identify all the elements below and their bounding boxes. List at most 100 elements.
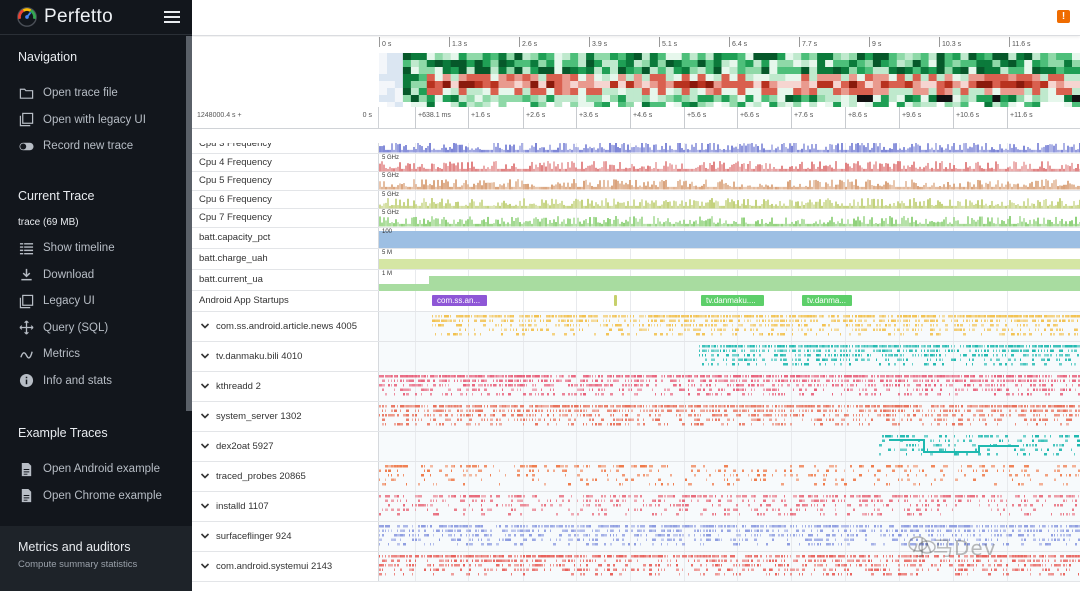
process-track[interactable]: surfaceflinger 924: [192, 521, 1080, 552]
counter-track[interactable]: Cpu 5 Frequency 5 GHz: [192, 172, 1080, 191]
chevron-down-icon[interactable]: [199, 470, 211, 482]
track-content[interactable]: 100: [379, 227, 1080, 248]
track-label[interactable]: batt.charge_uah: [192, 248, 379, 269]
chevron-down-icon[interactable]: [199, 530, 211, 542]
grid-line: [630, 431, 631, 461]
metrics-and-auditors-section[interactable]: Metrics and auditors Compute summary sta…: [0, 526, 192, 591]
time-axis[interactable]: 1248000.4 s + 0 s +638.1 ms +1.6 s +2.6 s +…: [192, 107, 1080, 129]
process-track[interactable]: system_server 1302: [192, 401, 1080, 432]
sidebar-item-open-chrome-example[interactable]: Open Chrome example: [0, 483, 186, 510]
track-content[interactable]: 5 GHz: [379, 153, 1080, 171]
track-label[interactable]: dex2oat 5927: [192, 431, 379, 461]
track-label[interactable]: Cpu 6 Frequency: [192, 190, 379, 208]
overview-timeline[interactable]: 0 s 1.3 s 2.6 s 3.9 s 5.1 s 6.4 s 7.7 s 9 s 10.3…: [192, 37, 1080, 109]
process-track[interactable]: tv.danmaku.bili 4010: [192, 341, 1080, 372]
sidebar-item-record-trace[interactable]: Record new trace: [0, 133, 186, 160]
track-label[interactable]: com.android.systemui 2143: [192, 551, 379, 581]
track-label[interactable]: system_server 1302: [192, 401, 379, 431]
grid-line: [468, 431, 469, 461]
counter-track[interactable]: batt.current_ua 1 M: [192, 269, 1080, 291]
app-startup-slice[interactable]: [614, 294, 617, 306]
overview-heat-cell: [426, 60, 436, 67]
chevron-down-icon[interactable]: [199, 440, 211, 452]
app-startup-slice[interactable]: tv.danma...: [802, 294, 852, 306]
counter-track[interactable]: Cpu 3 Frequency 5 GHz: [192, 143, 1080, 154]
track-label[interactable]: Cpu 7 Frequency: [192, 209, 379, 227]
sidebar-item-open-legacy[interactable]: Open with legacy UI: [0, 107, 186, 134]
counter-track[interactable]: Cpu 6 Frequency 5 GHz: [192, 190, 1080, 209]
process-track[interactable]: installd 1107: [192, 491, 1080, 522]
track-label[interactable]: tv.danmaku.bili 4010: [192, 341, 379, 371]
chevron-down-icon[interactable]: [199, 320, 211, 332]
app-startup-slice[interactable]: tv.danmaku....: [701, 294, 764, 306]
overview-heat-cell: [570, 53, 579, 60]
track-content[interactable]: 5 GHz: [379, 190, 1080, 208]
process-track[interactable]: com.android.systemui 2143: [192, 551, 1080, 582]
counter-track[interactable]: batt.charge_uah 5 M: [192, 248, 1080, 270]
track-list[interactable]: Cpu 3 Frequency 5 GHz Cpu 4 Frequency 5 GHz…: [192, 143, 1080, 591]
track-label[interactable]: Cpu 5 Frequency: [192, 172, 379, 190]
app-startup-slice[interactable]: com.ss.an...: [432, 294, 487, 306]
overview-heat-cell: [729, 88, 738, 95]
chevron-down-icon[interactable]: [199, 380, 211, 392]
top-omnibox-bar[interactable]: !: [192, 0, 1080, 36]
track-label[interactable]: batt.capacity_pct: [192, 227, 379, 248]
counter-track[interactable]: Cpu 4 Frequency 5 GHz: [192, 153, 1080, 172]
track-label[interactable]: Android App Startups: [192, 290, 379, 311]
track-content[interactable]: 5 M: [379, 248, 1080, 269]
overview-heat-cell: [697, 53, 707, 60]
process-track[interactable]: com.ss.android.article.news 4005: [192, 311, 1080, 342]
track-label[interactable]: traced_probes 20865: [192, 461, 379, 491]
track-label[interactable]: Cpu 4 Frequency: [192, 153, 379, 171]
chevron-down-icon[interactable]: [199, 560, 211, 572]
track-label[interactable]: batt.current_ua: [192, 269, 379, 290]
track-content[interactable]: [379, 341, 1080, 371]
process-track[interactable]: dex2oat 5927: [192, 431, 1080, 462]
sidebar-item-query-sql[interactable]: Query (SQL): [0, 315, 186, 342]
track-content[interactable]: [379, 491, 1080, 521]
chevron-down-icon[interactable]: [199, 500, 211, 512]
sidebar-item-metrics[interactable]: Metrics: [0, 341, 186, 368]
counter-track[interactable]: Android App Startups com.ss.an... tv.danma…: [192, 290, 1080, 312]
counter-track[interactable]: Cpu 7 Frequency 5 GHz: [192, 209, 1080, 228]
warning-badge-icon[interactable]: !: [1057, 10, 1070, 23]
track-content[interactable]: [379, 311, 1080, 341]
process-track[interactable]: kthreadd 2: [192, 371, 1080, 402]
sidebar-item-download[interactable]: Download: [0, 262, 186, 289]
hamburger-menu-icon[interactable]: [164, 11, 180, 24]
track-content[interactable]: 5 GHz: [379, 143, 1080, 153]
track-content[interactable]: 5 GHz: [379, 172, 1080, 190]
track-content[interactable]: [379, 521, 1080, 551]
track-content[interactable]: com.ss.an... tv.danmaku.... tv.danma...: [379, 290, 1080, 311]
overview-heat-cell: [1016, 81, 1025, 88]
sidebar-item-open-android-example[interactable]: Open Android example: [0, 456, 186, 483]
overview-heat-cell: [673, 74, 683, 81]
sidebar-item-open-trace-file[interactable]: Open trace file: [0, 80, 186, 107]
track-content[interactable]: [379, 431, 1080, 461]
track-content[interactable]: 5 GHz: [379, 209, 1080, 227]
overview-heat-cell: [665, 53, 675, 60]
track-label[interactable]: com.ss.android.article.news 4005: [192, 311, 379, 341]
track-content[interactable]: 1 M: [379, 269, 1080, 291]
sidebar-scrollbar[interactable]: [186, 36, 192, 411]
track-label[interactable]: Cpu 3 Frequency: [192, 143, 379, 153]
chevron-down-icon[interactable]: [199, 410, 211, 422]
time-tick-label: +4.6 s: [633, 112, 653, 119]
track-content[interactable]: [379, 551, 1080, 581]
counter-graph: [379, 230, 1080, 248]
overview-heat-cell: [984, 95, 993, 102]
track-label[interactable]: installd 1107: [192, 491, 379, 521]
overview-cpu-heatmap[interactable]: [379, 53, 1080, 109]
sidebar-item-legacy-ui[interactable]: Legacy UI: [0, 288, 186, 315]
track-content[interactable]: [379, 401, 1080, 431]
process-track[interactable]: traced_probes 20865: [192, 461, 1080, 492]
track-label[interactable]: surfaceflinger 924: [192, 521, 379, 551]
sidebar-item-show-timeline[interactable]: Show timeline: [0, 235, 186, 262]
counter-track[interactable]: batt.capacity_pct 100: [192, 227, 1080, 249]
track-content[interactable]: [379, 371, 1080, 401]
track-content[interactable]: [379, 461, 1080, 491]
sidebar-item-info-and-stats[interactable]: Info and stats: [0, 368, 186, 395]
overview-heat-cell: [602, 88, 611, 95]
track-label[interactable]: kthreadd 2: [192, 371, 379, 401]
chevron-down-icon[interactable]: [199, 350, 211, 362]
